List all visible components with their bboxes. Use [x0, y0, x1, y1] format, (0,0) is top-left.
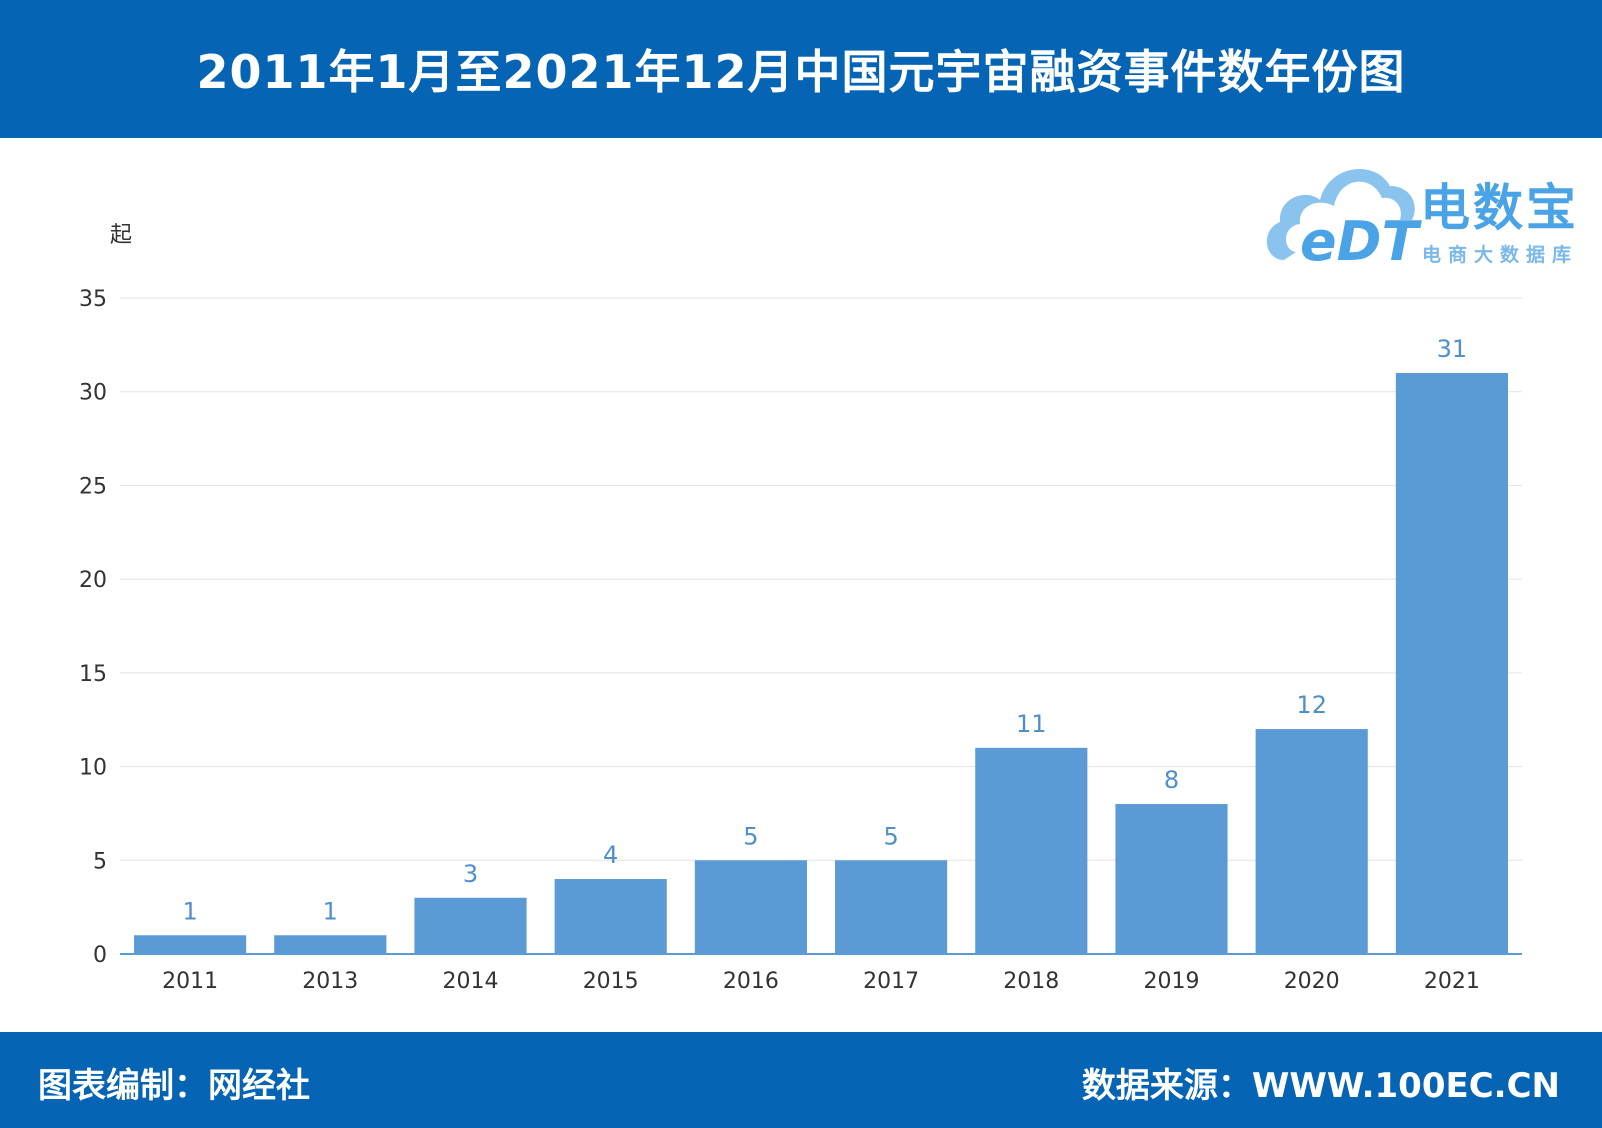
y-axis-unit: 起: [110, 223, 132, 248]
page-title: 2011年1月至2021年12月中国元宇宙融资事件数年份图: [196, 45, 1406, 99]
bar: [1255, 729, 1368, 954]
logo-brand: 电数宝: [1420, 179, 1579, 237]
bar: [694, 860, 807, 954]
cloud-logo-icon: eDT: [1266, 169, 1422, 273]
x-tick-label: 2018: [1003, 969, 1059, 994]
x-tick-label: 2013: [302, 969, 358, 994]
grid-lines: [120, 297, 1522, 861]
y-tick-label: 25: [79, 474, 107, 499]
data-label: 5: [883, 822, 898, 850]
footer-source: 数据来源：WWW.100EC.CN: [1081, 1066, 1560, 1106]
logo-mark: eDT: [1300, 210, 1422, 273]
data-label: 31: [1437, 335, 1468, 363]
y-axis-ticks: 0 5 10 15 20 25 30 35: [79, 287, 107, 968]
bar: [1115, 804, 1228, 954]
bar: [554, 879, 667, 954]
data-label: 1: [182, 897, 197, 925]
x-tick-label: 2020: [1284, 969, 1340, 994]
bar: [134, 935, 247, 954]
x-tick-label: 2015: [583, 969, 639, 994]
bar: [414, 897, 527, 954]
logo: eDT 电数宝 电商大数据库: [1262, 148, 1592, 278]
header-bar: 2011年1月至2021年12月中国元宇宙融资事件数年份图: [0, 0, 1602, 138]
x-tick-label: 2016: [723, 969, 779, 994]
x-tick-label: 2019: [1144, 969, 1200, 994]
y-tick-label: 10: [79, 756, 107, 781]
x-tick-label: 2014: [443, 969, 499, 994]
footer-credit: 图表编制：网经社: [38, 1066, 310, 1106]
data-label: 8: [1164, 766, 1179, 794]
bar: [1395, 372, 1508, 954]
data-label: 5: [743, 822, 758, 850]
data-label: 4: [603, 841, 618, 869]
y-tick-label: 35: [79, 287, 107, 312]
data-label: 1: [323, 897, 338, 925]
x-tick-label: 2017: [863, 969, 919, 994]
y-tick-label: 15: [79, 662, 107, 687]
bars: [134, 372, 1508, 954]
y-tick-label: 30: [79, 381, 107, 406]
x-axis-ticks: 2011 2013 2014 2015 2016 2017 2018 2019 2020 2021: [162, 969, 1480, 994]
x-tick-label: 2021: [1424, 969, 1480, 994]
footer-bar: 图表编制：网经社 数据来源：WWW.100EC.CN: [0, 1032, 1602, 1128]
y-tick-label: 5: [93, 849, 107, 874]
bar: [835, 860, 948, 954]
bar: [975, 747, 1088, 954]
logo-subtitle: 电商大数据库: [1422, 244, 1579, 266]
x-tick-label: 2011: [162, 969, 218, 994]
bar: [274, 935, 387, 954]
data-label: 3: [463, 860, 478, 888]
data-label: 12: [1296, 691, 1327, 719]
data-label: 11: [1016, 710, 1047, 738]
y-tick-label: 0: [93, 943, 107, 968]
y-tick-label: 20: [79, 568, 107, 593]
